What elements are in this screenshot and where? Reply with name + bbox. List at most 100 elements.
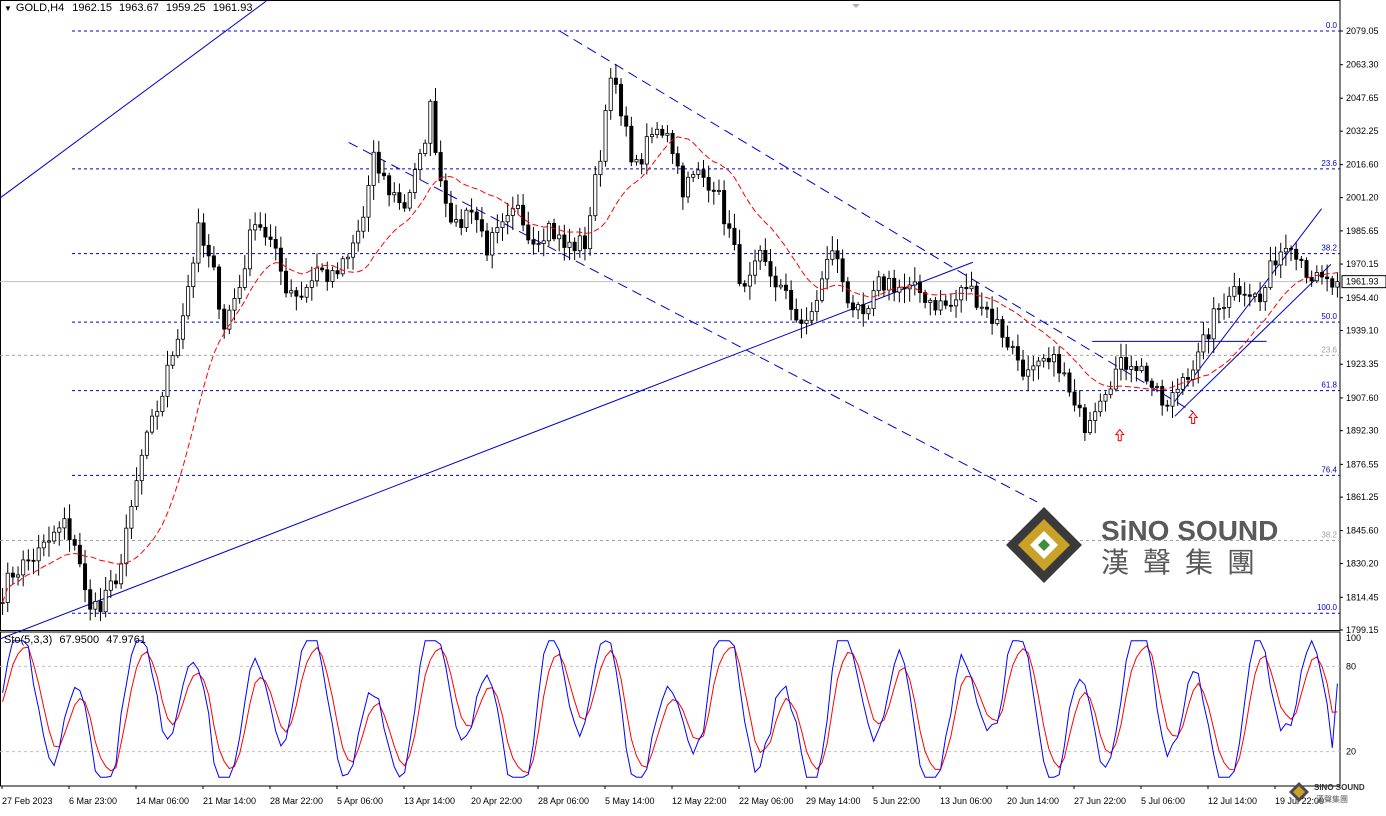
stochastic-header: Sto(5,3,3) 67.9500 47.9761 [4, 634, 150, 646]
candle-body [165, 364, 170, 397]
candle-body [52, 531, 57, 542]
high-value: 1963.67 [119, 2, 159, 14]
candle-body [598, 160, 603, 176]
candle-body [809, 311, 814, 321]
time-tick-label: 6 Mar 23:00 [69, 796, 117, 806]
candle-body [402, 202, 407, 209]
time-tick-label: 5 Jun 22:00 [873, 796, 920, 806]
price-tick-label: 1907.60 [1346, 393, 1379, 403]
candle-body [1010, 346, 1015, 348]
candle-body [1046, 357, 1051, 363]
stochastic-signal-line [2, 645, 1338, 774]
candle-body [794, 308, 799, 321]
candle-body [830, 250, 835, 260]
candle-body [1113, 368, 1118, 390]
candle-body [0, 602, 5, 604]
candle-body [335, 270, 340, 275]
candle-body [423, 142, 428, 154]
candle-body [186, 286, 191, 317]
candle-body [273, 239, 278, 249]
price-header: ▼ GOLD,H4 1962.15 1963.67 1959.25 1961.9… [4, 2, 256, 14]
candle-body [201, 222, 206, 246]
time-tick-label: 28 Apr 06:00 [538, 796, 589, 806]
open-value: 1962.15 [72, 2, 112, 14]
candle-body [62, 518, 67, 529]
candle-body [196, 222, 201, 264]
time-tick-label: 22 May 06:00 [739, 796, 794, 806]
candle-body [412, 169, 417, 193]
candle-body [917, 281, 922, 293]
time-tick-label: 5 May 14:00 [605, 796, 655, 806]
candle-body [856, 304, 861, 311]
candle-body [954, 299, 959, 307]
candle-body [990, 308, 995, 324]
fib-level-label: 76.4 [1321, 465, 1337, 474]
candle-body [113, 580, 118, 585]
candle-body [222, 308, 227, 330]
candle-body [180, 315, 185, 340]
candle-body [129, 506, 134, 529]
candle-body [974, 285, 979, 308]
candle-body [665, 132, 670, 136]
candle-body [722, 190, 727, 225]
candle-body [557, 234, 562, 240]
price-tick-label: 1954.40 [1346, 293, 1379, 303]
candle-body [160, 395, 165, 412]
candle-body [747, 274, 752, 287]
candle-body [577, 235, 582, 252]
candle-body [716, 190, 721, 192]
candle-body [814, 299, 819, 313]
trendline [348, 141, 1038, 503]
time-tick-label: 12 Jul 14:00 [1208, 796, 1257, 806]
candle-body [835, 250, 840, 260]
candle-body [686, 176, 691, 198]
candle-body [753, 260, 758, 276]
candle-body [77, 544, 82, 565]
candle-body [943, 300, 948, 306]
candle-body [1036, 360, 1041, 367]
price-tick-label: 1939.10 [1346, 326, 1379, 336]
candle-body [804, 319, 809, 324]
fib-level-label: 61.8 [1321, 381, 1337, 390]
ohlc-values: 1962.15 1963.67 1959.25 1961.93 [72, 2, 256, 14]
candle-body [392, 192, 397, 196]
candle-body [479, 219, 484, 232]
candle-body [696, 169, 701, 175]
candle-body [670, 132, 675, 155]
candle-body [629, 125, 634, 163]
candle-body [1185, 377, 1190, 380]
candle-body [1021, 359, 1026, 377]
candle-body [1216, 308, 1221, 310]
candle-body [418, 153, 423, 171]
stochastic-tick-label: 20 [1346, 747, 1356, 757]
candle-body [789, 290, 794, 310]
candle-body [773, 275, 778, 288]
candle-body [608, 77, 613, 111]
price-tick-label: 2079.05 [1346, 26, 1379, 36]
candle-body [247, 229, 252, 270]
candle-body [1222, 307, 1227, 309]
candle-body [933, 300, 938, 311]
candle-body [108, 580, 113, 591]
triangle-down-icon[interactable]: ▼ [4, 3, 12, 13]
candle-body [144, 431, 149, 456]
candle-body [253, 224, 258, 231]
candle-body [284, 270, 289, 294]
candle-body [98, 601, 103, 613]
candle-body [304, 287, 309, 298]
candle-body [376, 151, 381, 174]
candle-body [619, 83, 624, 117]
price-tick-label: 2047.65 [1346, 93, 1379, 103]
trendline [1174, 208, 1323, 402]
candle-body [1237, 286, 1242, 295]
candle-body [1000, 319, 1005, 338]
candle-body [691, 174, 696, 178]
candle-body [278, 247, 283, 272]
candle-body [454, 219, 459, 223]
time-tick-label: 29 May 14:00 [806, 796, 861, 806]
candle-body [912, 281, 917, 286]
candle-body [1077, 404, 1082, 409]
candle-body [1144, 365, 1149, 382]
price-tick-label: 1892.30 [1346, 426, 1379, 436]
candle-body [1005, 336, 1010, 348]
